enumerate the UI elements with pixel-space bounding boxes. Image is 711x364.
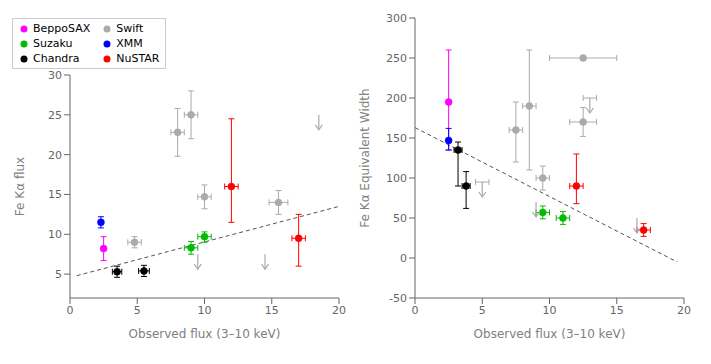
svg-text:10: 10: [198, 304, 212, 317]
svg-text:0: 0: [67, 304, 74, 317]
svg-text:15: 15: [265, 304, 279, 317]
svg-text:30: 30: [48, 69, 62, 82]
svg-text:20: 20: [332, 304, 346, 317]
svg-text:10: 10: [48, 228, 62, 241]
svg-text:5: 5: [55, 268, 62, 281]
svg-text:25: 25: [48, 109, 62, 122]
svg-text:10: 10: [543, 304, 557, 317]
svg-text:15: 15: [610, 304, 624, 317]
svg-text:Observed flux (3–10 keV): Observed flux (3–10 keV): [474, 327, 626, 341]
html-text:BeppoSAX: BeppoSAX: [33, 22, 91, 35]
svg-text:0: 0: [400, 252, 407, 265]
svg-text:100: 100: [386, 172, 407, 185]
svg-text:5: 5: [134, 304, 141, 317]
svg-text:0: 0: [412, 304, 419, 317]
html-text:Chandra: Chandra: [33, 52, 80, 65]
svg-text:-50: -50: [389, 292, 407, 305]
svg-text:200: 200: [386, 92, 407, 105]
svg-text:250: 250: [386, 52, 407, 65]
html-text:Swift: Swift: [116, 22, 144, 35]
svg-text:20: 20: [48, 149, 62, 162]
svg-text:300: 300: [386, 12, 407, 25]
svg-text:150: 150: [386, 132, 407, 145]
svg-text:Fe Kα flux: Fe Kα flux: [13, 157, 27, 216]
svg-text:15: 15: [48, 188, 62, 201]
html-text:NuSTAR: NuSTAR: [116, 52, 160, 65]
svg-text:20: 20: [677, 304, 691, 317]
html-text:Suzaku: Suzaku: [33, 37, 73, 50]
svg-text:50: 50: [393, 212, 407, 225]
svg-text:Fe Kα Equivalent Width: Fe Kα Equivalent Width: [358, 88, 372, 227]
html-text:XMM: XMM: [116, 37, 143, 50]
svg-text:5: 5: [479, 304, 486, 317]
svg-text:Observed flux (3–10 keV): Observed flux (3–10 keV): [129, 327, 281, 341]
